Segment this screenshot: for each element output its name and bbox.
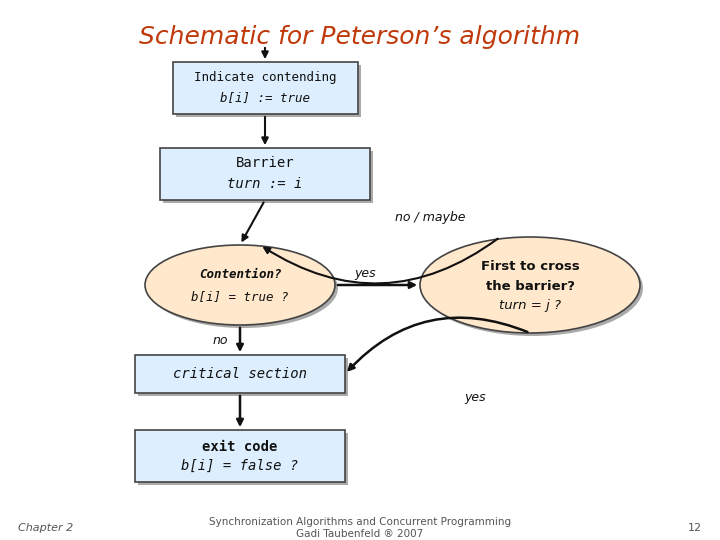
FancyBboxPatch shape: [173, 62, 358, 114]
Text: exit code: exit code: [202, 440, 278, 454]
Text: b[i] = false ?: b[i] = false ?: [181, 459, 299, 473]
Text: turn := i: turn := i: [228, 177, 302, 191]
Text: Chapter 2: Chapter 2: [18, 523, 73, 533]
Text: b[i] = true ?: b[i] = true ?: [192, 291, 289, 303]
Text: 12: 12: [688, 523, 702, 533]
Text: no: no: [212, 334, 228, 347]
FancyBboxPatch shape: [135, 430, 345, 482]
FancyBboxPatch shape: [135, 355, 345, 393]
Text: First to cross: First to cross: [481, 260, 580, 273]
FancyBboxPatch shape: [138, 433, 348, 485]
FancyBboxPatch shape: [138, 358, 348, 396]
Text: critical section: critical section: [173, 367, 307, 381]
Text: b[i] := true: b[i] := true: [220, 91, 310, 105]
Text: no / maybe: no / maybe: [395, 212, 465, 225]
Ellipse shape: [420, 237, 640, 333]
Text: yes: yes: [354, 267, 376, 280]
Ellipse shape: [148, 248, 338, 328]
Text: yes: yes: [464, 392, 486, 404]
Ellipse shape: [423, 240, 643, 336]
Text: Gadi Taubenfeld ® 2007: Gadi Taubenfeld ® 2007: [297, 529, 423, 539]
Text: turn = j ?: turn = j ?: [499, 299, 561, 312]
Text: Indicate contending: Indicate contending: [194, 71, 336, 84]
FancyBboxPatch shape: [160, 148, 370, 200]
Text: Contention?: Contention?: [199, 268, 282, 281]
Text: the barrier?: the barrier?: [485, 280, 575, 293]
FancyBboxPatch shape: [176, 65, 361, 117]
FancyBboxPatch shape: [163, 151, 373, 203]
Text: Schematic for Peterson’s algorithm: Schematic for Peterson’s algorithm: [140, 25, 580, 49]
Text: Barrier: Barrier: [235, 156, 294, 170]
Text: Synchronization Algorithms and Concurrent Programming: Synchronization Algorithms and Concurren…: [209, 517, 511, 527]
Ellipse shape: [145, 245, 335, 325]
